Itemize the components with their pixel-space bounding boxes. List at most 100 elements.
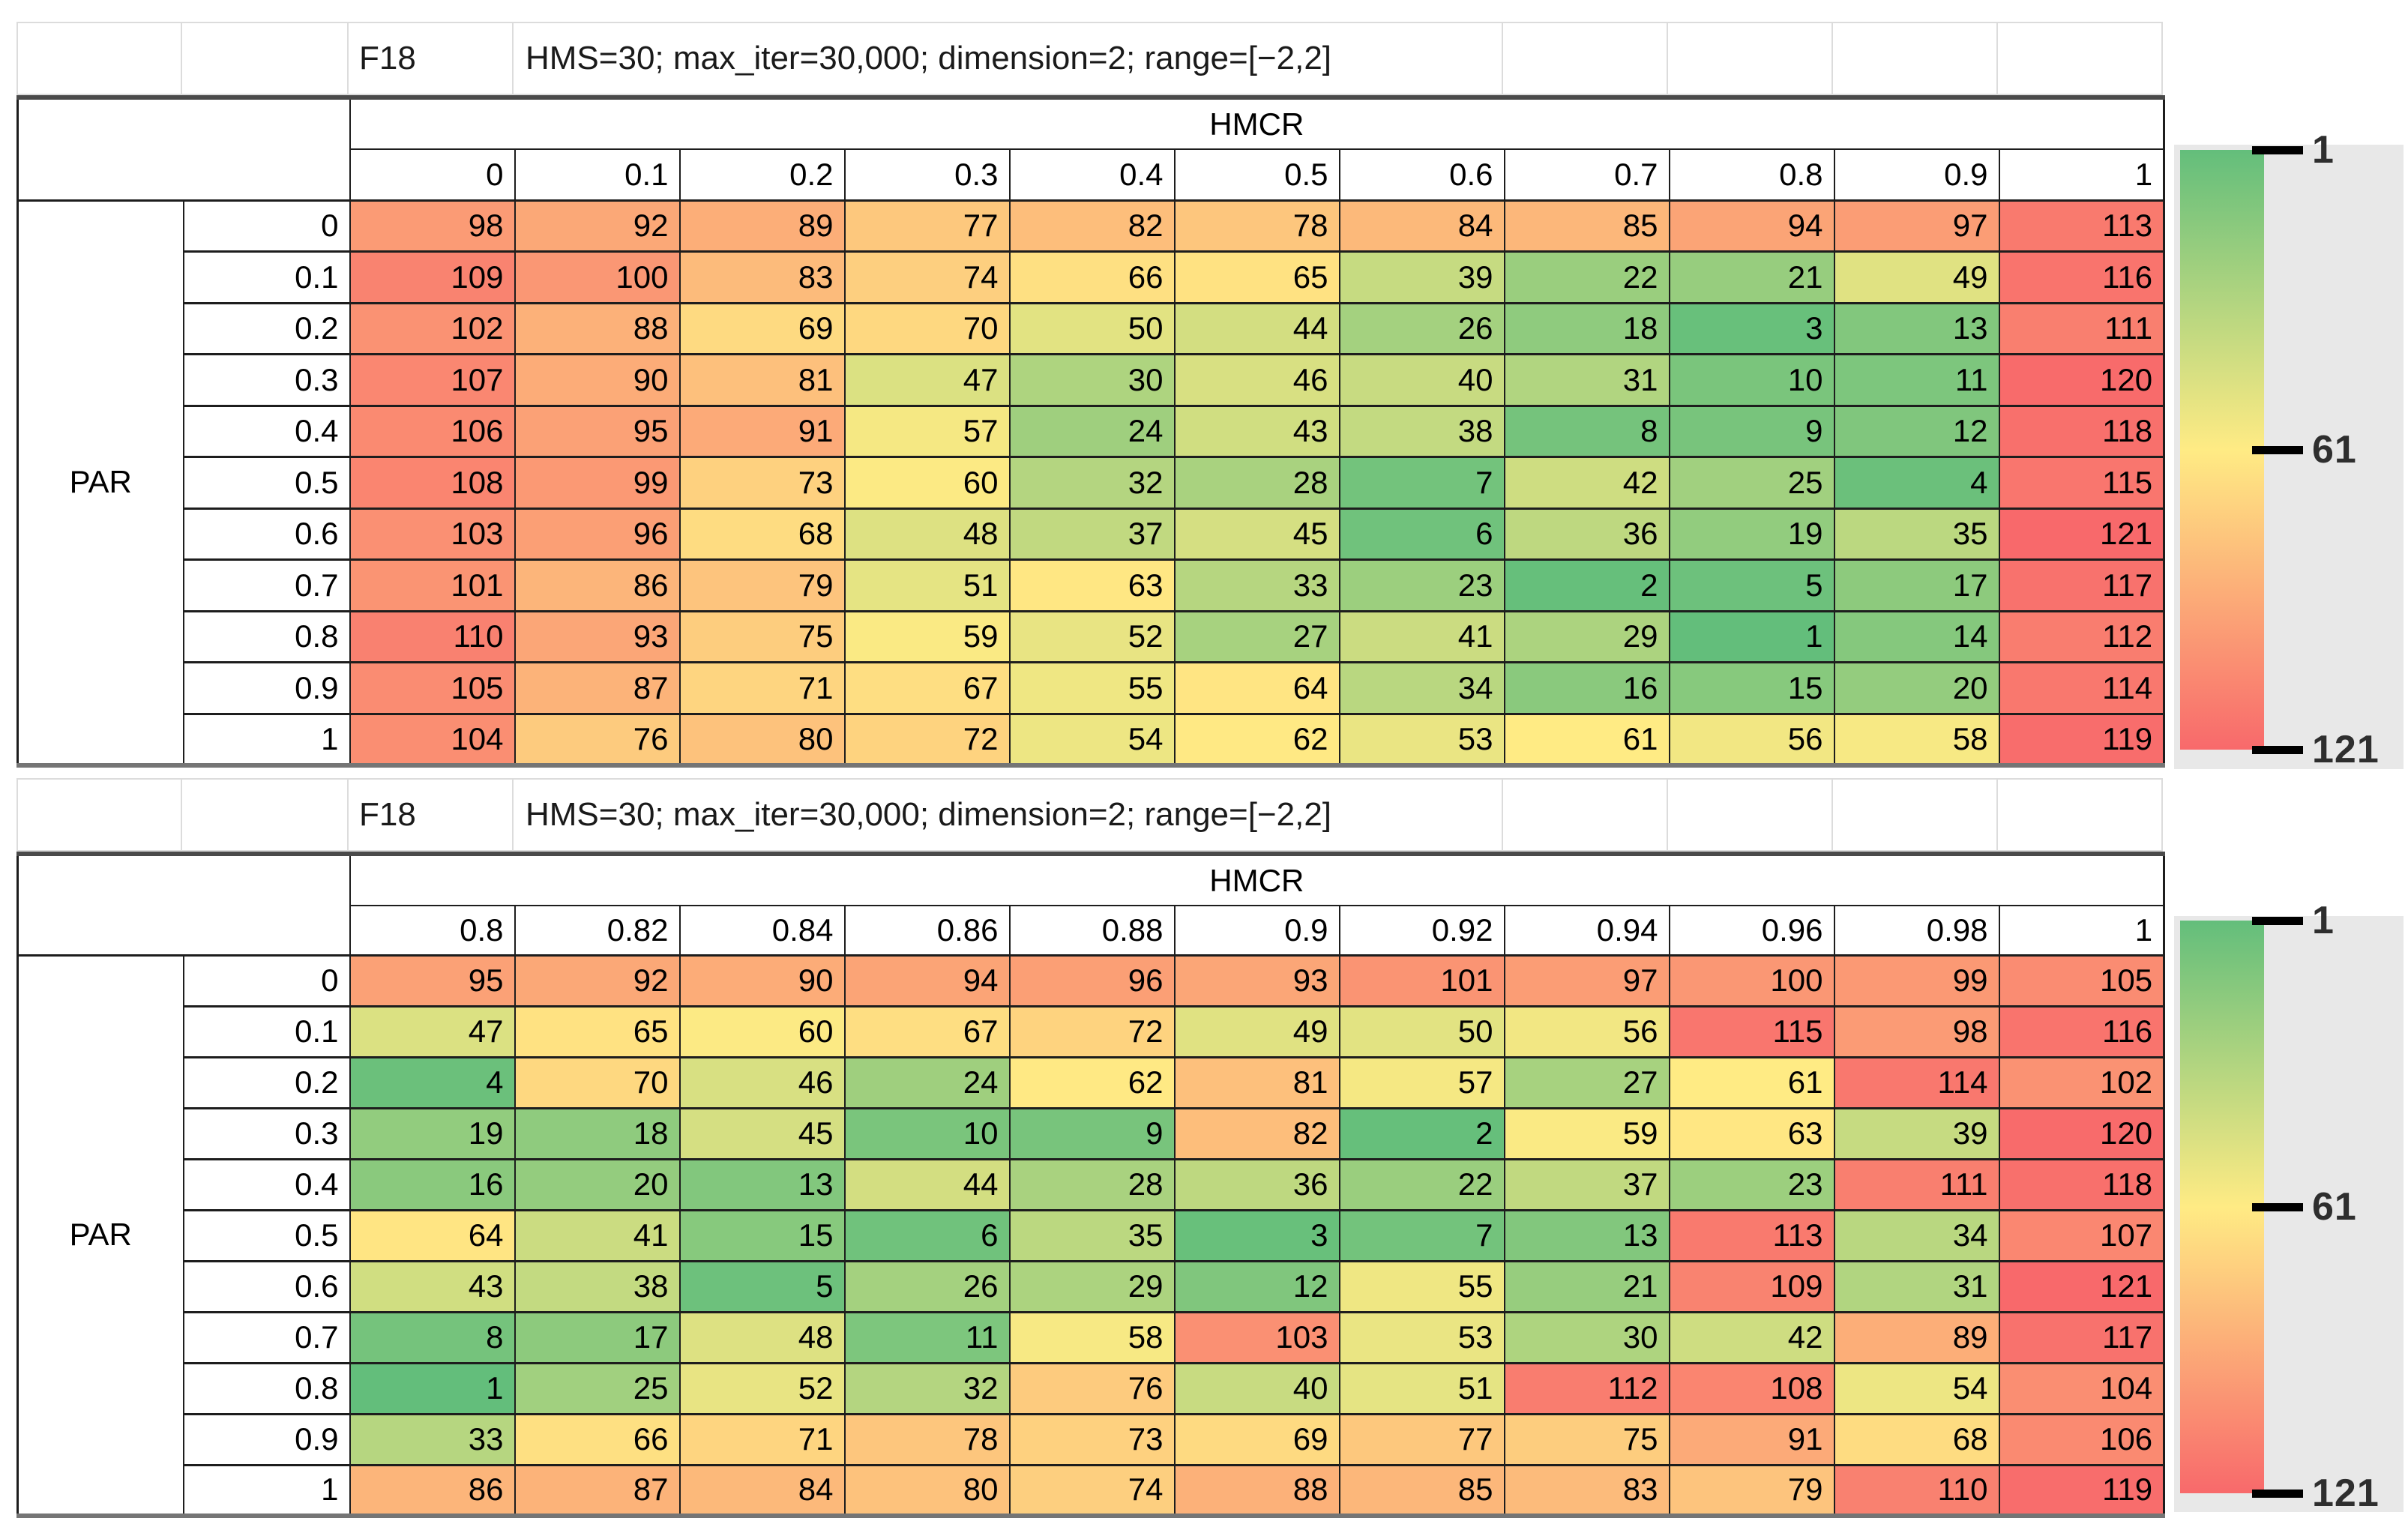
rank-cell: 120: [1998, 1106, 2165, 1160]
hmcr-value-header: 0.84: [678, 905, 846, 956]
rank-cell: 40: [1338, 353, 1505, 407]
rank-cell: 34: [1833, 1208, 2000, 1262]
rank-cell: 121: [1998, 507, 2165, 561]
hmcr-value-header: 0.98: [1833, 905, 2000, 956]
rank-cell: 47: [843, 353, 1011, 407]
rank-cell: 104: [349, 712, 516, 766]
rank-cell: 13: [1503, 1208, 1670, 1262]
rank-cell: 8: [349, 1310, 516, 1364]
par-value-header: 0.3: [182, 353, 351, 407]
rank-cell: 12: [1173, 1259, 1340, 1313]
rank-cell: 45: [1173, 507, 1340, 561]
rank-cell: 42: [1503, 456, 1670, 510]
rank-cell: 65: [1173, 250, 1340, 304]
rank-cell: 115: [1668, 1005, 1835, 1058]
hmcr-value-header: 0.3: [843, 148, 1011, 201]
rank-cell: 13: [678, 1157, 846, 1211]
rank-cell: 9: [1008, 1106, 1176, 1160]
rank-cell: 118: [1998, 404, 2165, 458]
rank-cell: 29: [1503, 609, 1670, 663]
heatmap-row: PAR 0 95 92 90 94 96 93 101 97 100 99 105: [16, 954, 2165, 1517]
heatmap-row: 0.8 110 93 75 59 52 27 41 29 1 14 112: [18, 609, 2165, 663]
rank-cell: 102: [1998, 1055, 2165, 1109]
rank-cell: 94: [843, 954, 1011, 1008]
rank-cell: 116: [1998, 1005, 2165, 1058]
rank-cell: 64: [1173, 661, 1340, 715]
par-axis-label: PAR: [16, 199, 184, 766]
heatmap-row: 0.7 8 17 48 11 58 103 53 30 42 89 117: [18, 1310, 2165, 1364]
rank-cell: 72: [843, 712, 1011, 766]
rank-cell: 44: [843, 1157, 1011, 1211]
heatmap-row: 0.3 19 18 45 10 9 82 2 59 63 39 120: [18, 1106, 2165, 1160]
rank-cell: 105: [349, 661, 516, 715]
rank-cell: 98: [1833, 1005, 2000, 1058]
tick-dash: [2252, 1202, 2303, 1211]
rank-cell: 84: [1338, 199, 1505, 253]
rank-cell: 119: [1998, 1463, 2165, 1517]
rank-cell: 96: [514, 507, 681, 561]
rank-cell: 80: [678, 712, 846, 766]
rank-cell: 57: [843, 404, 1011, 458]
legend-tick-label: 1: [2312, 128, 2335, 172]
rank-cell: 22: [1503, 250, 1670, 304]
heatmap-row: 0.4 16 20 13 44 28 36 22 37 23 111 118: [18, 1157, 2165, 1211]
par-value-header: 0.9: [182, 1412, 351, 1466]
par-value-header: 0: [182, 954, 351, 1008]
tick-dash: [2252, 1489, 2303, 1498]
hmcr-value-header: 0.8: [349, 905, 516, 956]
rank-cell: 25: [514, 1361, 681, 1415]
rank-cell: 103: [1173, 1310, 1340, 1364]
rank-cell: 24: [1008, 404, 1176, 458]
rank-cell: 43: [1173, 404, 1340, 458]
hmcr-value-header: 0.1: [514, 148, 681, 201]
par-axis-label: PAR: [16, 954, 184, 1517]
rank-cell: 110: [349, 609, 516, 663]
rank-cell: 25: [1668, 456, 1835, 510]
heatmap-row: 0.9 105 87 71 67 55 64 34 16 15 20 114: [18, 661, 2165, 715]
rank-cell: 91: [1668, 1412, 1835, 1466]
rank-cell: 46: [678, 1055, 846, 1109]
heatmap-table: HMCR 0.8 0.82 0.84 0.86 0.88 0.9 0.92 0.94 0.96 0…: [16, 852, 2166, 1518]
empty-cell: [1668, 778, 1833, 852]
rank-cell: 11: [1833, 353, 2000, 407]
par-value-header: 0.9: [182, 661, 351, 715]
heatmap-row: 0.9 33 66 71 78 73 69 77 75 91 68 106: [18, 1412, 2165, 1466]
rank-cell: 15: [1668, 661, 1835, 715]
rank-cell: 84: [678, 1463, 846, 1517]
rank-cell: 94: [1668, 199, 1835, 253]
rank-cell: 40: [1173, 1361, 1340, 1415]
empty-cell: [16, 22, 182, 95]
rank-cell: 70: [514, 1055, 681, 1109]
rank-cell: 4: [349, 1055, 516, 1109]
color-scale-legend-top: 1 61 121: [2174, 128, 2404, 771]
rank-cell: 75: [1503, 1412, 1670, 1466]
rank-cell: 22: [1338, 1157, 1505, 1211]
rank-cell: 89: [678, 199, 846, 253]
rank-cell: 69: [678, 301, 846, 355]
rank-cell: 63: [1668, 1106, 1835, 1160]
hmcr-axis-label: HMCR: [349, 97, 2165, 150]
par-value-header: 0.7: [182, 1310, 351, 1364]
rank-cell: 95: [514, 404, 681, 458]
rank-cell: 60: [678, 1005, 846, 1058]
rank-cell: 41: [514, 1208, 681, 1262]
rank-cell: 27: [1173, 609, 1340, 663]
rank-cell: 62: [1173, 712, 1340, 766]
rank-cell: 99: [1833, 954, 2000, 1008]
rank-cell: 96: [1008, 954, 1176, 1008]
rank-cell: 71: [678, 661, 846, 715]
hmcr-value-header: 0: [349, 148, 516, 201]
par-value-header: 0.5: [182, 1208, 351, 1262]
rank-cell: 43: [349, 1259, 516, 1313]
rank-cell: 34: [1338, 661, 1505, 715]
rank-cell: 51: [843, 558, 1011, 612]
rank-cell: 73: [678, 456, 846, 510]
rank-cell: 59: [843, 609, 1011, 663]
rank-cell: 61: [1668, 1055, 1835, 1109]
hmcr-values-row: 0.8 0.82 0.84 0.86 0.88 0.9 0.92 0.94 0.96 0.98 1: [18, 905, 2165, 956]
empty-cell: [1833, 778, 1998, 852]
heatmap-body: PAR 0 95 92 90 94 96 93 101 97 100 99 105 0.1 47 65 60 67…: [16, 954, 2165, 1517]
rank-cell: 85: [1338, 1463, 1505, 1517]
rank-cell: 48: [678, 1310, 846, 1364]
par-value-header: 0.8: [182, 609, 351, 663]
